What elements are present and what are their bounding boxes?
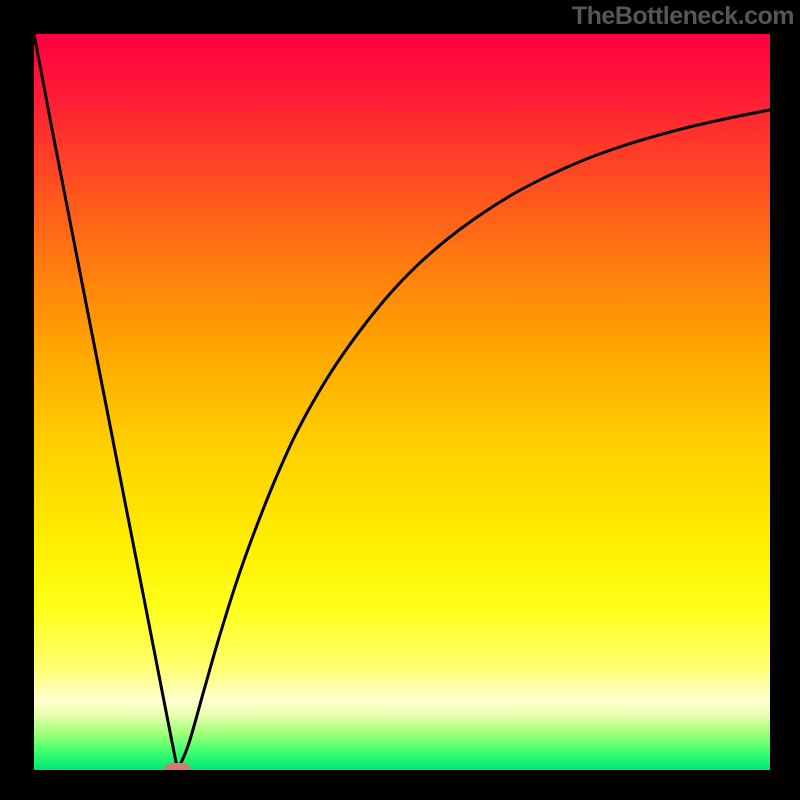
minimum-marker: [165, 763, 191, 770]
chart-container: TheBottleneck.com: [0, 0, 800, 800]
bottleneck-curve: [34, 34, 770, 770]
plot-area: [34, 34, 770, 770]
watermark-text: TheBottleneck.com: [572, 2, 794, 31]
